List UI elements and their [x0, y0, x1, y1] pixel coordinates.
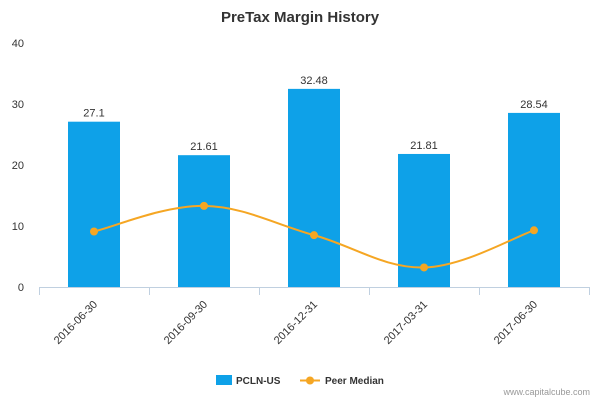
y-tick-label: 40 — [12, 38, 24, 50]
x-tick-label: 2017-06-30 — [492, 299, 540, 347]
bar-data-label: 28.54 — [520, 99, 548, 111]
x-axis: 2016-06-30 2016-09-30 2016-12-31 2017-03-31… — [39, 287, 590, 347]
peer-median-series — [90, 201, 538, 272]
y-axis: 0 10 20 30 40 — [12, 38, 24, 294]
bar — [508, 112, 560, 287]
bar-series — [68, 88, 560, 287]
x-tick-label: 2017-03-31 — [382, 299, 430, 347]
peer-median-point — [530, 226, 538, 235]
legend-label-pclnus: PCLN-US — [236, 376, 281, 387]
y-tick-label: 30 — [12, 99, 24, 111]
bar-data-label: 21.81 — [410, 140, 438, 152]
bar-data-label: 27.1 — [83, 108, 104, 120]
peer-median-point — [90, 227, 98, 236]
bar — [68, 121, 120, 287]
bar-data-label: 32.48 — [300, 75, 328, 87]
peer-median-point — [310, 231, 318, 240]
x-tick-label: 2016-12-31 — [272, 299, 320, 347]
chart-title: PreTax Margin History — [221, 9, 380, 26]
peer-median-point — [200, 201, 208, 210]
y-tick-label: 0 — [18, 282, 24, 294]
bar-data-label: 21.61 — [190, 141, 218, 153]
peer-median-point — [420, 263, 428, 272]
legend-label-peer-median: Peer Median — [325, 376, 384, 387]
x-tick-label: 2016-06-30 — [52, 299, 100, 347]
legend: PCLN-US Peer Median — [216, 375, 384, 387]
legend-swatch-peer-median-marker — [306, 376, 314, 385]
bar — [288, 88, 340, 287]
y-tick-label: 20 — [12, 160, 24, 172]
bar-data-labels: 27.1 21.61 32.48 21.81 28.54 — [83, 75, 547, 153]
y-tick-label: 10 — [12, 221, 24, 233]
legend-swatch-pclnus — [216, 375, 232, 385]
credit-text: www.capitalcube.com — [502, 387, 590, 397]
x-tick-label: 2016-09-30 — [162, 299, 210, 347]
bar — [178, 155, 230, 287]
